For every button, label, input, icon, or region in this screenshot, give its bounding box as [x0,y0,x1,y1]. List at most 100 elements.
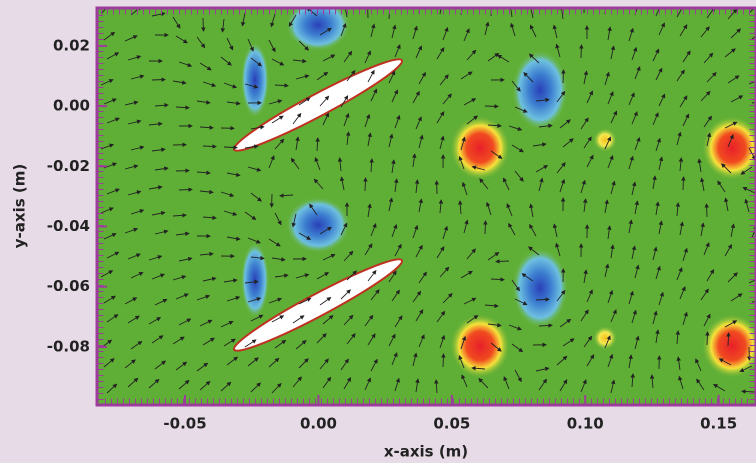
flow-arrow [521,273,534,282]
flow-arrow [226,172,241,177]
flow-arrow [394,243,402,257]
flow-arrow [511,144,524,153]
flow-arrow [631,111,638,125]
flow-arrow [751,101,756,104]
flow-arrow [538,323,553,328]
flow-arrow [490,342,502,352]
flow-arrow [100,270,114,278]
flow-arrow [724,48,736,58]
flow-arrow [292,376,302,388]
flow-arrow [652,175,657,190]
flow-arrow [151,147,166,152]
flow-arrow [346,270,358,281]
flow-arrow [268,155,275,169]
flow-field [97,8,756,405]
flow-arrow [705,331,710,346]
y-tick-label: -0.06 [47,277,90,295]
flow-arrow [682,247,688,262]
flow-arrow [561,69,566,84]
flow-arrow [367,132,372,147]
flow-arrow [322,314,334,325]
flow-arrow [439,74,449,86]
vortex [450,116,510,180]
flow-arrow [202,81,217,87]
flow-arrow [436,246,445,259]
flow-arrow [367,333,376,346]
flow-arrow [314,157,321,171]
flow-arrow [322,54,336,62]
flow-arrow [604,199,609,214]
flow-arrow [463,28,470,42]
flow-arrow [535,297,550,302]
flow-arrow [727,75,740,84]
flow-arrow [274,339,287,349]
vortex [512,50,568,130]
flow-arrow [340,222,348,236]
flow-arrow [655,67,663,81]
flow-arrow [528,8,534,19]
flow-arrow [555,43,561,58]
flow-arrow [742,187,756,194]
flow-arrow [199,125,214,130]
flow-arrow [271,315,285,323]
flow-arrow [442,26,449,41]
flow-arrow [678,375,684,390]
flow-arrow [730,28,742,39]
flow-arrow [340,22,347,37]
flow-arrow [343,314,354,326]
flow-arrow [739,365,753,373]
flow-arrow [370,88,378,102]
flow-arrow [148,185,163,190]
flow-arrow [631,309,637,324]
flow-arrow [244,339,257,348]
flow-arrow [240,12,246,27]
flow-arrow [343,112,350,127]
flow-arrow [634,66,641,80]
flow-arrow [394,377,400,392]
flow-arrow [319,226,332,235]
flow-arrow [484,104,499,109]
flow-arrow [201,17,206,32]
flow-arrow [298,358,309,369]
flow-arrow [343,377,352,390]
flow-arrow [562,138,574,148]
flow-arrow [703,313,711,327]
flow-arrow [586,354,595,367]
flow-arrow [319,297,332,306]
flow-arrow [740,166,753,175]
flow-arrow [130,145,145,151]
flow-arrow [583,335,593,348]
flow-arrow [199,319,213,327]
flow-arrow [103,233,117,240]
flow-arrow [630,373,635,388]
flow-arrow [559,119,571,129]
flow-arrow [703,52,714,64]
flow-arrow [682,113,690,127]
flow-arrow [559,178,566,193]
flow-arrow [370,223,377,237]
flow-arrow [487,252,500,261]
x-tick-label: 0.00 [300,415,337,433]
flow-arrow [466,49,477,61]
flow-arrow [106,188,120,195]
flow-arrow [658,93,666,107]
flow-arrow [369,158,374,173]
flow-arrow [631,181,637,196]
flow-arrow [675,202,681,217]
flow-arrow [556,162,566,174]
flow-arrow [628,290,634,305]
flow-arrow [439,266,450,278]
flow-arrow [363,177,368,192]
flow-arrow [244,144,259,149]
flow-arrow [394,178,399,193]
flow-arrow [484,21,490,36]
flow-arrow [485,201,492,216]
flow-arrow [610,180,616,195]
x-tick-label: 0.15 [700,415,737,433]
flow-arrow [388,133,394,148]
flow-arrow [681,176,686,191]
flow-arrow [511,80,521,92]
flow-arrow [441,353,446,368]
flow-arrow [418,71,426,85]
flow-arrow [490,277,505,282]
